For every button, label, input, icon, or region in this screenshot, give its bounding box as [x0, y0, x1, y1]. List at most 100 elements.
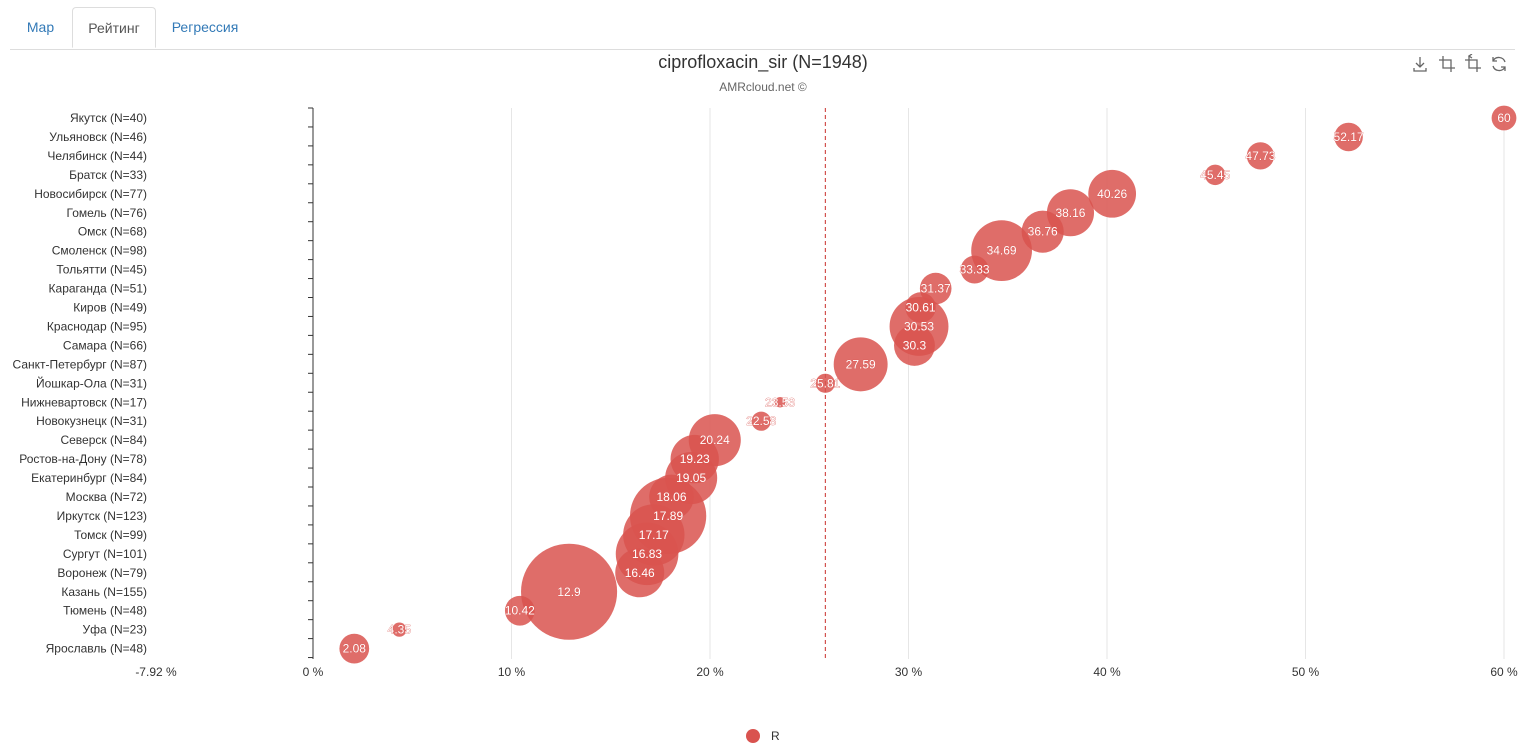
x-tick-label: 20 %: [696, 665, 724, 679]
y-category-label: Братск (N=33): [69, 168, 147, 182]
y-category-label: Самара (N=66): [63, 338, 147, 352]
zoom-reset-icon[interactable]: [1463, 54, 1483, 74]
data-bubble: [893, 324, 935, 366]
data-label: 16.46: [625, 566, 655, 580]
y-category-label: Новокузнецк (N=31): [36, 414, 147, 428]
x-tick-label: 10 %: [498, 665, 526, 679]
data-label: 23.53: [765, 395, 795, 409]
data-bubble: [1491, 105, 1517, 131]
y-category-label: Томск (N=99): [74, 528, 147, 542]
y-category-label: Ульяновск (N=46): [49, 130, 147, 144]
tab-rating[interactable]: Рейтинг: [72, 7, 156, 48]
data-label: 17.17: [639, 528, 669, 542]
y-category-label: Тюмень (N=48): [63, 604, 147, 618]
data-label: 4.35: [388, 623, 412, 637]
chart-title: ciprofloxacin_sir (N=1948): [658, 52, 868, 73]
data-bubble: [905, 292, 936, 323]
data-bubble: [774, 396, 786, 408]
y-category-label: Гомель (N=76): [67, 206, 148, 220]
data-bubble: [670, 434, 719, 484]
data-label: 45.45: [1200, 168, 1230, 182]
data-label: 30.61: [906, 301, 936, 315]
data-label: 18.06: [656, 490, 686, 504]
y-category-label: Екатеринбург (N=84): [31, 471, 147, 485]
y-category-label: Тольятти (N=45): [56, 263, 147, 277]
data-label: 25.81: [810, 376, 840, 390]
restore-icon[interactable]: [1489, 54, 1509, 74]
zoom-icon[interactable]: [1437, 54, 1457, 74]
data-label: 33.33: [960, 263, 990, 277]
data-label: 34.69: [987, 244, 1017, 258]
data-label: 12.9: [557, 585, 581, 599]
y-category-label: Уфа (N=23): [82, 623, 147, 637]
y-category-label: Киров (N=49): [73, 301, 147, 315]
x-tick-label: 50 %: [1292, 665, 1320, 679]
data-bubble: [521, 543, 618, 640]
chart-subtitle: AMRcloud.net ©: [719, 80, 807, 94]
download-icon[interactable]: [1410, 54, 1430, 74]
y-category-label: Казань (N=155): [61, 585, 147, 599]
data-bubble: [339, 633, 370, 664]
data-bubble: [504, 595, 535, 626]
data-bubble: [392, 622, 407, 637]
y-category-label: Ростов-на-Дону (N=78): [19, 452, 147, 466]
data-bubble: [1246, 142, 1275, 170]
data-label: 30.3: [903, 338, 927, 352]
data-bubble: [1088, 169, 1137, 218]
data-bubble: [751, 411, 771, 431]
x-tick-label: 0 %: [303, 665, 324, 679]
y-category-label: Северск (N=84): [60, 433, 147, 447]
y-category-label: Омск (N=68): [78, 225, 147, 239]
y-category-label: Санкт-Петербург (N=87): [13, 357, 147, 371]
y-category-label: Сургут (N=101): [63, 547, 147, 561]
data-label: 19.05: [676, 471, 706, 485]
y-category-label: Иркутск (N=123): [57, 509, 147, 523]
y-category-label: Якутск (N=40): [70, 111, 147, 125]
y-category-label: Ярославль (N=48): [46, 642, 147, 656]
data-label: 19.23: [680, 452, 710, 466]
data-label: 2.08: [343, 642, 367, 656]
data-label: 17.89: [653, 509, 683, 523]
y-category-label: Йошкар-Ола (N=31): [36, 375, 147, 390]
x-tick-label: 30 %: [895, 665, 923, 679]
y-category-label: Москва (N=72): [66, 490, 147, 504]
data-label: 16.83: [632, 547, 662, 561]
x-tick-label: 40 %: [1093, 665, 1121, 679]
data-label: 27.59: [846, 357, 876, 371]
x-tick-label: -7.92 %: [135, 665, 177, 679]
legend-marker: [746, 729, 760, 743]
data-label: 47.73: [1245, 149, 1275, 163]
data-label: 36.76: [1028, 225, 1058, 239]
data-label: 30.53: [904, 319, 934, 333]
chart-toolbox: [1408, 54, 1513, 76]
data-label: 31.37: [921, 282, 951, 296]
y-category-label: Краснодар (N=95): [47, 319, 147, 333]
data-bubble: [1204, 164, 1226, 186]
data-label: 10.42: [505, 604, 535, 618]
data-bubble: [1334, 122, 1363, 152]
data-bubble: [815, 373, 835, 393]
y-category-label: Челябинск (N=44): [47, 149, 147, 163]
data-label: 40.26: [1097, 187, 1127, 201]
tab-map[interactable]: Map: [26, 19, 55, 35]
legend-label: R: [771, 729, 780, 743]
y-category-label: Караганда (N=51): [49, 282, 147, 296]
data-bubble: [649, 474, 694, 520]
data-label: 20.24: [700, 433, 730, 447]
y-category-label: Воронеж (N=79): [57, 566, 147, 580]
x-tick-label: 60 %: [1490, 665, 1518, 679]
data-label: 52.17: [1334, 130, 1364, 144]
data-bubble: [960, 255, 989, 284]
data-bubble: [1021, 210, 1064, 253]
y-category-label: Нижневартовск (N=17): [21, 395, 147, 409]
tab-bar: Map Рейтинг Регрессия: [10, 7, 1515, 50]
data-bubble: [833, 337, 888, 392]
data-bubble: [615, 548, 665, 598]
data-label: 22.58: [746, 414, 776, 428]
data-label: 60: [1497, 111, 1511, 125]
y-category-label: Смоленск (N=98): [52, 244, 147, 258]
data-label: 38.16: [1055, 206, 1085, 220]
y-category-label: Новосибирск (N=77): [34, 187, 147, 201]
tab-regression[interactable]: Регрессия: [171, 19, 239, 35]
